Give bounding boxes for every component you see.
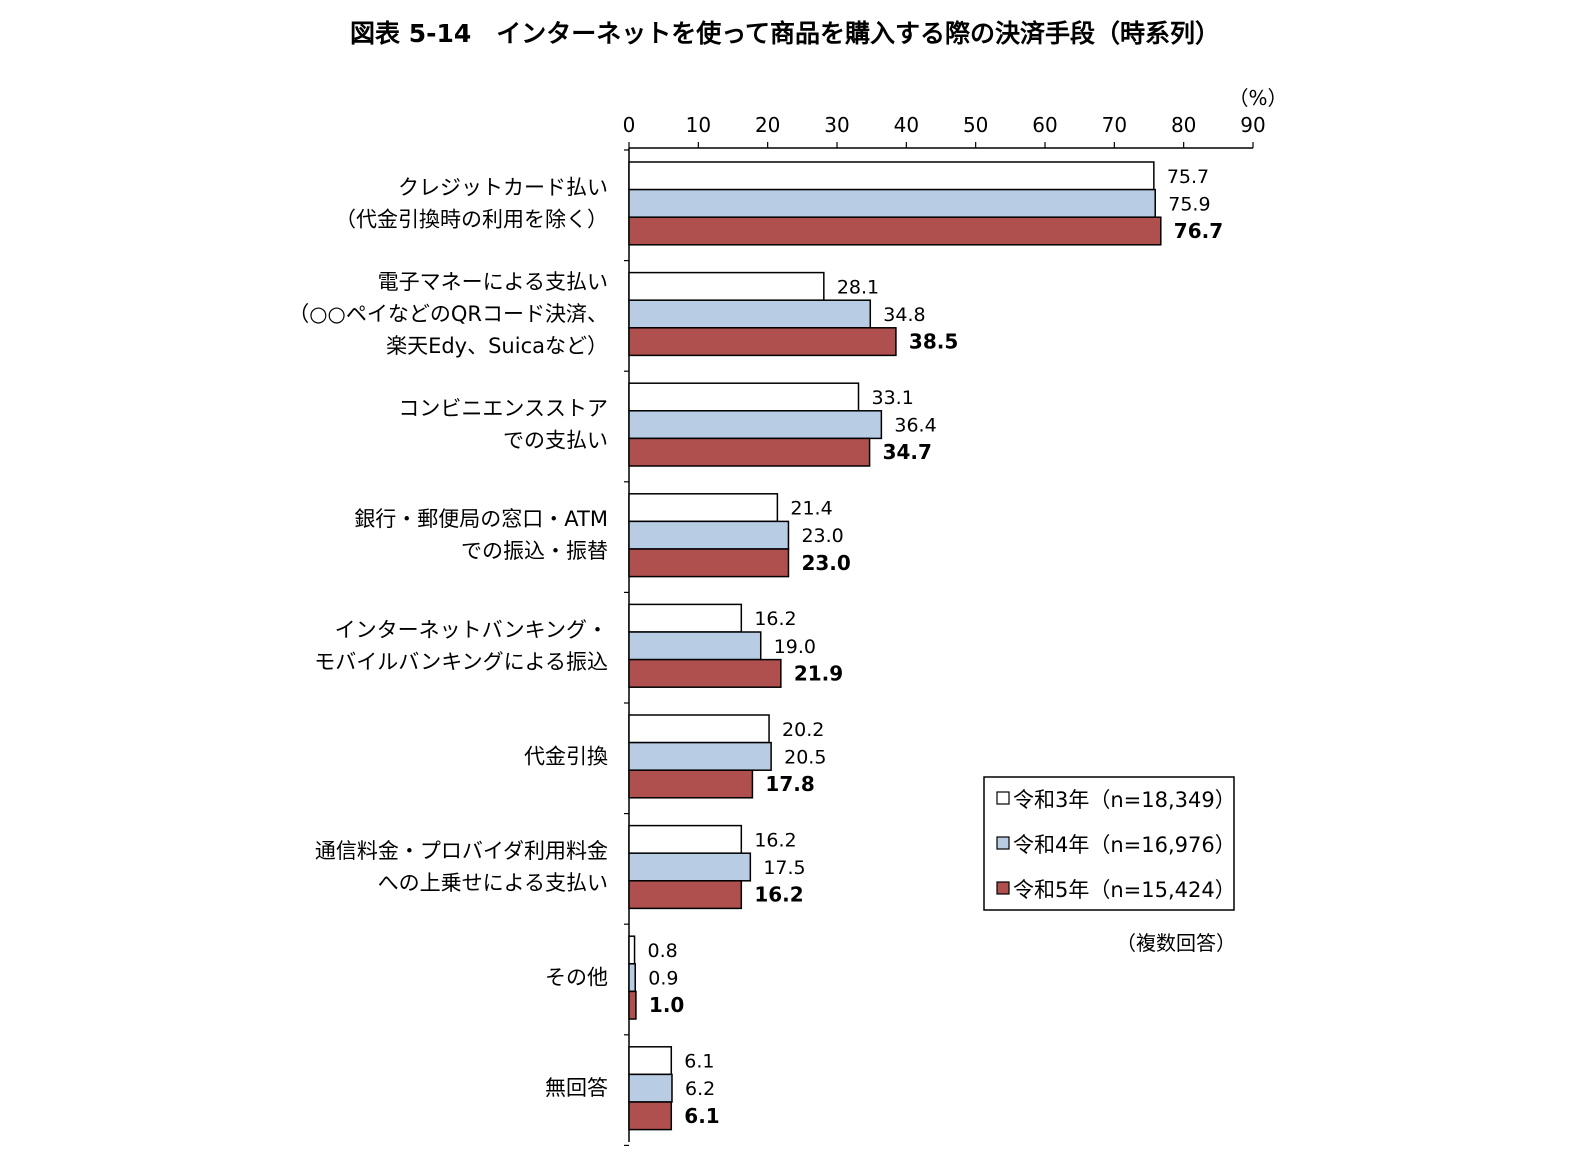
bar-series-1 bbox=[628, 631, 762, 661]
data-label: 21.4 bbox=[790, 498, 832, 520]
data-label: 28.1 bbox=[837, 276, 879, 298]
x-tick-label: 70 bbox=[1102, 113, 1127, 137]
category-label: モバイルバンキングによる振込 bbox=[314, 650, 608, 674]
data-label: 0.8 bbox=[648, 940, 678, 962]
data-label: 20.5 bbox=[784, 746, 826, 768]
data-label: 0.9 bbox=[648, 968, 678, 990]
category-label: インターネットバンキング・ bbox=[335, 618, 608, 642]
bar-series-2 bbox=[628, 1101, 673, 1131]
bar-series-1 bbox=[628, 963, 636, 993]
bar-series-1 bbox=[628, 188, 1156, 218]
bar-series-2 bbox=[628, 990, 637, 1020]
data-label: 36.4 bbox=[894, 415, 936, 437]
multiple-answer-note: （複数回答） bbox=[1116, 931, 1236, 955]
bar-series-0 bbox=[628, 714, 770, 744]
data-label: 75.7 bbox=[1167, 166, 1209, 188]
data-label: 16.2 bbox=[754, 883, 803, 907]
bar-series-0 bbox=[628, 382, 860, 412]
bar-series-1 bbox=[628, 852, 752, 882]
category-label: 楽天Edy、Suicaなど） bbox=[386, 334, 608, 358]
category-label: 銀行・郵便局の窓口・ATM bbox=[354, 507, 608, 531]
legend-swatch-series-0 bbox=[996, 791, 1010, 805]
bar-series-2 bbox=[628, 437, 871, 467]
bar-series-0 bbox=[628, 935, 636, 965]
bar-series-2 bbox=[628, 769, 754, 799]
bar-series-0 bbox=[628, 824, 743, 854]
x-tick-label: 40 bbox=[894, 113, 919, 137]
category-label: （○○ペイなどのQRコード決済、 bbox=[288, 302, 608, 326]
bars-layer bbox=[628, 161, 1162, 1131]
data-label: 19.0 bbox=[774, 636, 816, 658]
legend-swatch-series-1 bbox=[996, 836, 1010, 850]
data-label: 23.0 bbox=[801, 551, 850, 575]
bar-series-0 bbox=[628, 161, 1155, 191]
data-label: 34.8 bbox=[883, 304, 925, 326]
data-label: 76.7 bbox=[1174, 219, 1223, 243]
legend-label-series-2: 令和5年（n=15,424） bbox=[1013, 878, 1236, 902]
category-label: での振込・振替 bbox=[461, 539, 608, 563]
bar-series-0 bbox=[628, 1046, 673, 1076]
bar-series-0 bbox=[628, 271, 825, 301]
data-label: 34.7 bbox=[883, 440, 932, 464]
data-label: 21.9 bbox=[794, 661, 843, 685]
x-tick-label: 10 bbox=[686, 113, 711, 137]
category-label: での支払い bbox=[503, 429, 608, 453]
data-label: 16.2 bbox=[754, 829, 796, 851]
category-labels-layer: クレジットカード払い （代金引換時の利用を除く） 電子マネーによる支払い （○○ペイな… bbox=[288, 175, 608, 1100]
x-tick-label: 50 bbox=[963, 113, 988, 137]
x-tick-label: 20 bbox=[755, 113, 780, 137]
data-label: 6.2 bbox=[685, 1078, 715, 1100]
value-labels-layer: 75.7 28.1 33.1 21.4 16.2 20.2 16.2 0.8 6.1 75.9 34… bbox=[648, 166, 1224, 1128]
data-label: 1.0 bbox=[649, 993, 684, 1017]
data-label: 17.5 bbox=[763, 857, 805, 879]
bar-series-2 bbox=[628, 327, 897, 357]
bar-series-2 bbox=[628, 658, 782, 688]
legend-swatch-series-2 bbox=[996, 881, 1010, 895]
x-tick-label: 90 bbox=[1240, 113, 1265, 137]
data-label: 20.2 bbox=[782, 719, 824, 741]
legend-box bbox=[983, 776, 1235, 911]
category-label: コンビニエンスストア bbox=[398, 397, 608, 421]
category-label: 電子マネーによる支払い bbox=[378, 270, 608, 294]
category-label: 代金引換 bbox=[524, 744, 608, 768]
bar-series-2 bbox=[628, 216, 1162, 246]
data-label: 17.8 bbox=[765, 772, 814, 796]
bar-series-1 bbox=[628, 299, 872, 329]
category-label: への上乗せによる支払い bbox=[378, 871, 608, 895]
category-label: その他 bbox=[545, 966, 608, 990]
data-label: 75.9 bbox=[1168, 193, 1210, 215]
legend-label-series-0: 令和3年（n=18,349） bbox=[1013, 788, 1236, 812]
bar-series-1 bbox=[628, 1073, 673, 1103]
bar-series-2 bbox=[628, 548, 790, 578]
bar-series-0 bbox=[628, 493, 779, 523]
data-label: 33.1 bbox=[871, 387, 913, 409]
category-label: 通信料金・プロバイダ利用料金 bbox=[315, 839, 608, 863]
data-label: 16.2 bbox=[754, 608, 796, 630]
x-axis-unit: （%） bbox=[1228, 86, 1287, 110]
bar-series-1 bbox=[628, 410, 883, 440]
data-label: 38.5 bbox=[909, 330, 958, 354]
data-label: 23.0 bbox=[801, 525, 843, 547]
data-label: 6.1 bbox=[684, 1051, 714, 1073]
data-label: 6.1 bbox=[684, 1104, 719, 1128]
bar-series-0 bbox=[628, 603, 743, 633]
bar-series-1 bbox=[628, 520, 790, 550]
chart-title: 図表 5-14 インターネットを使って商品を購入する際の決済手段（時系列） bbox=[350, 19, 1220, 48]
bar-series-1 bbox=[628, 741, 772, 771]
category-label: 無回答 bbox=[545, 1076, 608, 1100]
bar-series-2 bbox=[628, 880, 743, 910]
x-tick-label: 0 bbox=[623, 113, 636, 137]
category-label: （代金引換時の利用を除く） bbox=[335, 207, 608, 231]
legend: 令和3年（n=18,349） 令和4年（n=16,976） 令和5年（n=15,… bbox=[983, 776, 1236, 911]
legend-label-series-1: 令和4年（n=16,976） bbox=[1013, 833, 1236, 857]
x-tick-label: 30 bbox=[824, 113, 849, 137]
x-tick-label: 60 bbox=[1032, 113, 1057, 137]
x-tick-label: 80 bbox=[1171, 113, 1196, 137]
category-label: クレジットカード払い bbox=[398, 175, 608, 199]
